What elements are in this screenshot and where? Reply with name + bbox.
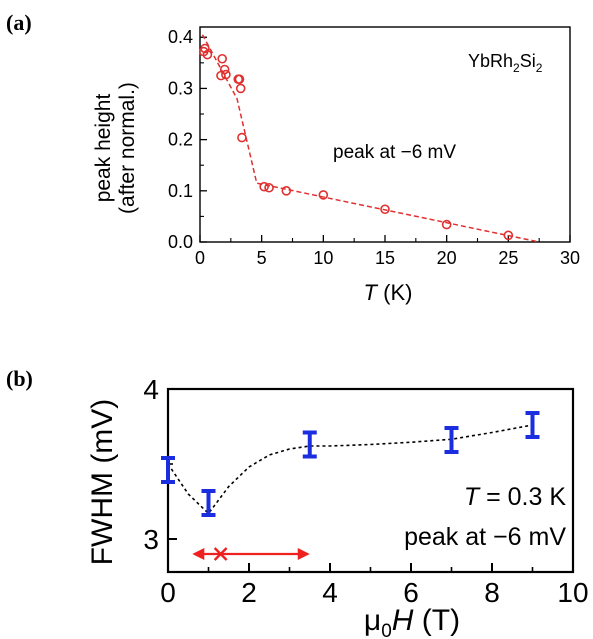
- compound-subscript: 2: [513, 61, 520, 75]
- data-point: [380, 204, 390, 215]
- error-bar: [302, 430, 317, 459]
- panel-a-label: (a): [6, 10, 32, 35]
- panel-a-peak-annotation: peak at −6 mV: [333, 142, 456, 163]
- fit-line: [201, 34, 540, 243]
- error-bar: [201, 489, 216, 517]
- panel-b-peak-annotation: peak at −6 mV: [404, 523, 566, 551]
- temp-value: = 0.3 K: [479, 483, 566, 511]
- x-tick-label: 8: [484, 577, 500, 608]
- data-point: [441, 219, 452, 230]
- y-tick-label: 0.2: [168, 130, 193, 150]
- x-tick-label: 0: [160, 577, 176, 608]
- panel-a-xlabel-symbol: T: [364, 280, 379, 305]
- panel-b-ticks: 0 2 4 6 8 10 3 4: [143, 374, 588, 608]
- data-point: [237, 132, 247, 143]
- data-point: [234, 74, 245, 85]
- field-range-arrow: [192, 547, 310, 561]
- data-point: [264, 182, 274, 193]
- panel-a-points: [198, 43, 514, 241]
- xlabel-subscript: 0: [381, 621, 392, 639]
- panel-b-label: (b): [6, 366, 33, 391]
- x-tick-label: 10: [313, 248, 333, 268]
- error-bar: [525, 411, 540, 439]
- arrow-head-left: [192, 548, 205, 560]
- compound-subscript: 2: [536, 61, 543, 75]
- panel-a-xlabel-unit: (K): [377, 280, 412, 305]
- x-tick-label: 15: [375, 248, 395, 268]
- y-tick-label: 0.3: [168, 78, 193, 98]
- panel-b-ylabel: FWHM (mV): [86, 399, 119, 566]
- y-tick-label: 0.4: [168, 27, 193, 47]
- data-point: [259, 181, 269, 192]
- x-tick-label: 0: [195, 248, 205, 268]
- panel-a-compound-label: YbRh2Si2: [468, 51, 543, 75]
- data-point: [503, 230, 514, 241]
- x-tick-label: 6: [403, 577, 419, 608]
- data-point: [217, 53, 227, 64]
- x-tick-label: 30: [560, 248, 580, 268]
- xlabel-unit: (T): [413, 604, 460, 637]
- panel-b-temperature-annotation: T = 0.3 K: [464, 483, 566, 511]
- data-point: [281, 186, 292, 196]
- fit-line: [167, 424, 533, 515]
- data-point: [318, 190, 329, 200]
- panel-b-xlabel: μ0H (T): [364, 604, 460, 639]
- data-point: [202, 49, 213, 60]
- error-bar: [161, 456, 175, 484]
- error-bar: [444, 426, 459, 454]
- compound-part: YbRh: [468, 51, 513, 71]
- panel-a-ylabel-line2: (after normal.): [116, 82, 139, 214]
- temp-symbol: T: [464, 483, 481, 511]
- compound-part: Si: [520, 51, 536, 71]
- cross-marker: [213, 547, 228, 561]
- arrow-head-right: [297, 548, 310, 560]
- y-tick-label: 0.1: [168, 181, 193, 201]
- data-point: [200, 43, 210, 54]
- x-tick-label: 10: [557, 577, 588, 608]
- panel-a-ylabel-line1: peak height: [92, 94, 115, 203]
- panel-a-xlabel: T (K): [364, 280, 413, 305]
- x-tick-label: 25: [498, 248, 518, 268]
- y-tick-label: 4: [143, 374, 159, 405]
- panel-b-points: [161, 411, 540, 517]
- y-tick-label: 3: [143, 524, 159, 555]
- panel-a-fit-line: [201, 34, 540, 243]
- data-point: [219, 64, 230, 75]
- data-point: [235, 83, 246, 94]
- panel-a-ticks: 0 5 10 15 20 25 30 0.0 0.1 0.2 0.3 0.4: [168, 27, 580, 268]
- data-point: [221, 69, 231, 80]
- x-tick-label: 2: [241, 577, 257, 608]
- x-tick-label: 5: [257, 248, 267, 268]
- xlabel-symbol: H: [392, 604, 414, 637]
- y-tick-label: 0.0: [168, 232, 193, 252]
- xlabel-mu: μ: [364, 604, 381, 637]
- panel-a: (a) 0 5 10 15 20 25 30 0.0 0.1 0.2 0.3 0.4 peak hei…: [6, 10, 580, 305]
- panel-b-fit-line: [167, 424, 533, 515]
- x-tick-label: 4: [322, 577, 338, 608]
- x-tick-label: 20: [437, 248, 457, 268]
